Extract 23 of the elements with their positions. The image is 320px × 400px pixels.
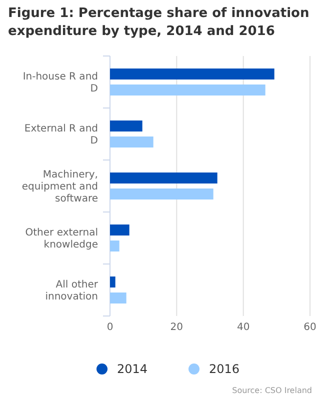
bar <box>110 172 218 184</box>
bar <box>110 84 266 96</box>
x-tick-label: 20 <box>170 322 184 333</box>
bar <box>110 68 274 80</box>
y-tick-label: Other external knowledge <box>25 228 98 250</box>
source-note: Source: CSO Ireland <box>232 386 312 395</box>
y-tick-label: In-house R and D <box>22 72 98 94</box>
bar <box>110 240 120 252</box>
y-tick-label: External R and D <box>24 124 98 146</box>
bar <box>110 292 126 304</box>
y-tick-label: Machinery, equipment and software <box>22 170 98 204</box>
x-tick-label: 0 <box>106 322 114 333</box>
bar <box>110 276 116 288</box>
legend-label: 2016 <box>209 362 240 376</box>
x-tick-label: 60 <box>304 322 316 333</box>
chart-title: Figure 1: Percentage share of innovation expenditure by type, 2014 and 2016 <box>8 6 310 39</box>
bar <box>110 224 130 236</box>
bar <box>110 136 154 148</box>
y-tick-label: All other innovation <box>45 280 99 302</box>
bar <box>110 188 214 200</box>
bar <box>110 120 142 132</box>
x-tick-label: 40 <box>236 322 250 333</box>
legend-label: 2014 <box>117 362 148 376</box>
